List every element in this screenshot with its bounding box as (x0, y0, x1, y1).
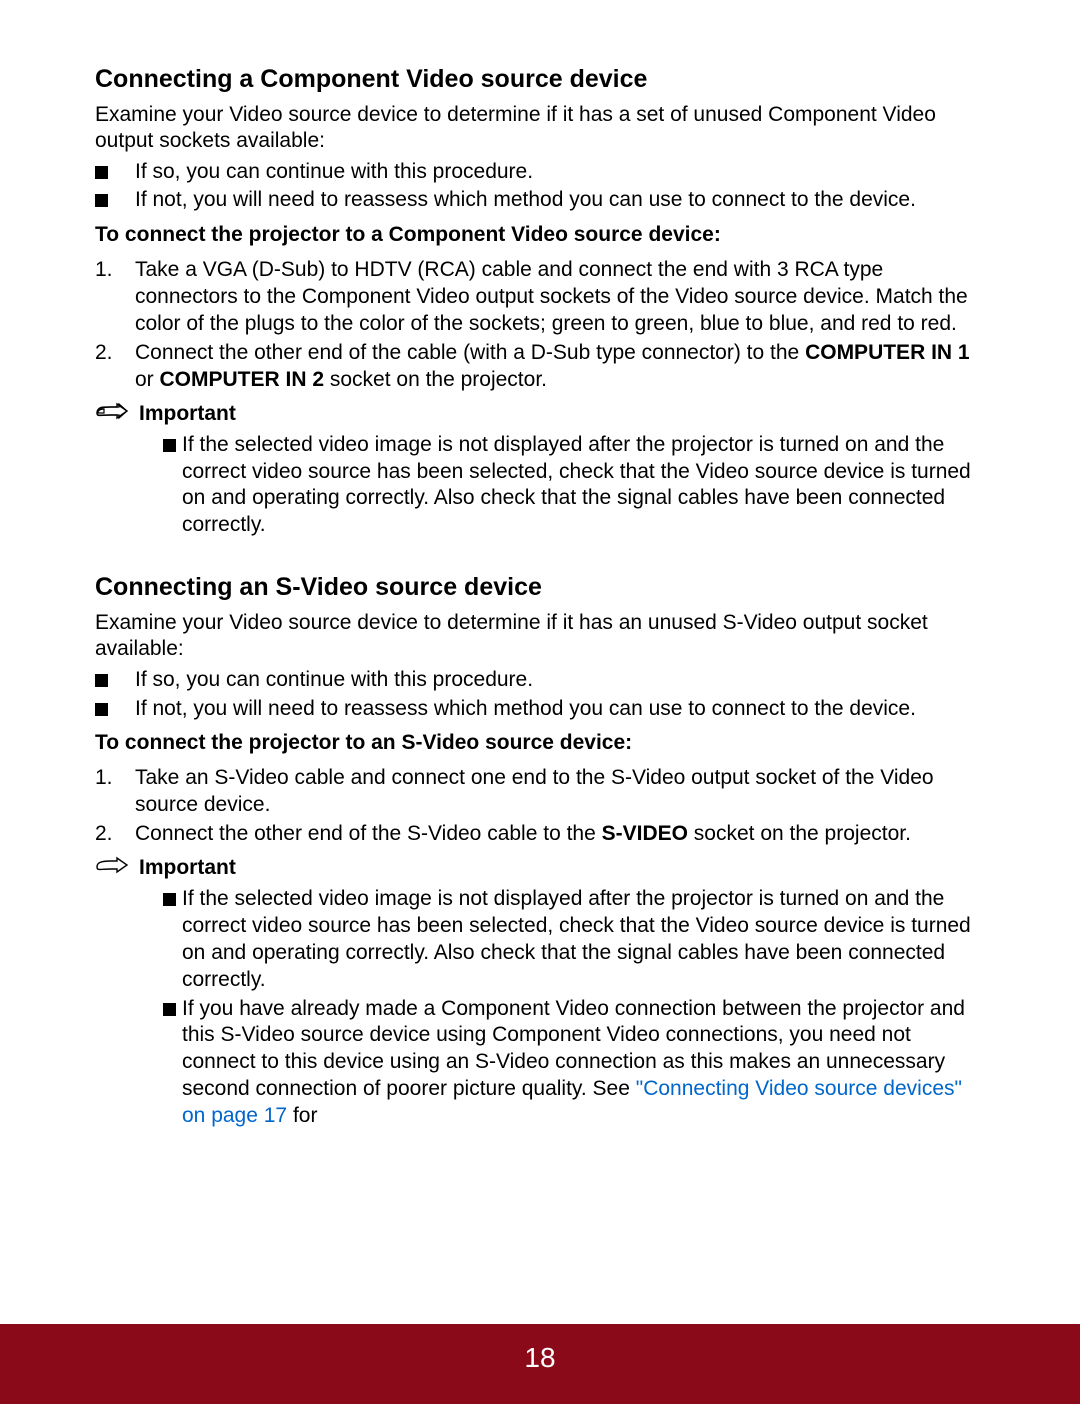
step-post: socket on the projector. (688, 822, 911, 845)
step-post: socket on the projector. (324, 368, 547, 391)
bullet-text: If not, you will need to reassess which … (135, 696, 980, 723)
heading-component: Connecting a Component Video source devi… (95, 65, 980, 94)
important-text: If you have already made a Component Vid… (182, 996, 980, 1130)
bullet-list: If so, you can continue with this proced… (95, 159, 980, 215)
section-component-video: Connecting a Component Video source devi… (95, 65, 980, 541)
page-content: Connecting a Component Video source devi… (0, 0, 1080, 1132)
step-number: 2. (95, 821, 135, 848)
heading-svideo: Connecting an S-Video source device (95, 573, 980, 602)
list-item: If the selected video image is not displ… (139, 432, 980, 540)
list-item: If not, you will need to reassess which … (95, 696, 980, 723)
important-content: Important If the selected video image is… (139, 856, 980, 1132)
important-content: Important If the selected video image is… (139, 402, 980, 542)
step-number: 1. (95, 765, 135, 819)
subheading-component: To connect the projector to a Component … (95, 223, 980, 247)
section-svideo: Connecting an S-Video source device Exam… (95, 573, 980, 1132)
square-bullet-icon (95, 166, 108, 179)
list-item: If you have already made a Component Vid… (139, 996, 980, 1130)
numbered-list: 1. Take an S-Video cable and connect one… (95, 765, 980, 848)
list-item: 1. Take a VGA (D-Sub) to HDTV (RCA) cabl… (95, 257, 980, 338)
step-pre: Connect the other end of the S-Video cab… (135, 822, 602, 845)
imp-post: for (287, 1104, 317, 1127)
step-pre: Connect the other end of the cable (with… (135, 341, 805, 364)
page-footer: 18 (0, 1324, 1080, 1404)
step-bold: S-VIDEO (602, 822, 688, 845)
important-label: Important (139, 402, 980, 426)
bullet-text: If not, you will need to reassess which … (135, 187, 980, 214)
square-bullet-icon (95, 674, 108, 687)
step-mid: or (135, 368, 160, 391)
list-item: 2. Connect the other end of the cable (w… (95, 340, 980, 394)
page-number: 18 (524, 1342, 555, 1374)
square-bullet-icon (163, 439, 176, 452)
subheading-svideo: To connect the projector to an S-Video s… (95, 731, 980, 755)
hand-pointer-icon (95, 856, 135, 1132)
important-block: Important If the selected video image is… (95, 856, 980, 1132)
important-block: Important If the selected video image is… (95, 402, 980, 542)
important-text: If the selected video image is not displ… (182, 886, 980, 994)
list-item: If so, you can continue with this proced… (95, 667, 980, 694)
square-bullet-icon (95, 703, 108, 716)
important-label: Important (139, 856, 980, 880)
step-number: 2. (95, 340, 135, 394)
square-bullet-icon (163, 1003, 176, 1016)
list-item: If the selected video image is not displ… (139, 886, 980, 994)
step-text: Connect the other end of the cable (with… (135, 340, 980, 394)
important-text: If the selected video image is not displ… (182, 432, 980, 540)
list-item: 2. Connect the other end of the S-Video … (95, 821, 980, 848)
step-text: Take an S-Video cable and connect one en… (135, 765, 980, 819)
hand-pointer-icon (95, 402, 135, 542)
list-item: 1. Take an S-Video cable and connect one… (95, 765, 980, 819)
bullet-text: If so, you can continue with this proced… (135, 667, 980, 694)
step-number: 1. (95, 257, 135, 338)
bullet-text: If so, you can continue with this proced… (135, 159, 980, 186)
step-bold: COMPUTER IN 2 (160, 368, 325, 391)
square-bullet-icon (95, 194, 108, 207)
intro-svideo: Examine your Video source device to dete… (95, 610, 980, 663)
bullet-list: If so, you can continue with this proced… (95, 667, 980, 723)
step-text: Connect the other end of the S-Video cab… (135, 821, 980, 848)
step-text: Take a VGA (D-Sub) to HDTV (RCA) cable a… (135, 257, 980, 338)
list-item: If so, you can continue with this proced… (95, 159, 980, 186)
list-item: If not, you will need to reassess which … (95, 187, 980, 214)
intro-component: Examine your Video source device to dete… (95, 102, 980, 155)
step-bold: COMPUTER IN 1 (805, 341, 970, 364)
numbered-list: 1. Take a VGA (D-Sub) to HDTV (RCA) cabl… (95, 257, 980, 393)
square-bullet-icon (163, 893, 176, 906)
